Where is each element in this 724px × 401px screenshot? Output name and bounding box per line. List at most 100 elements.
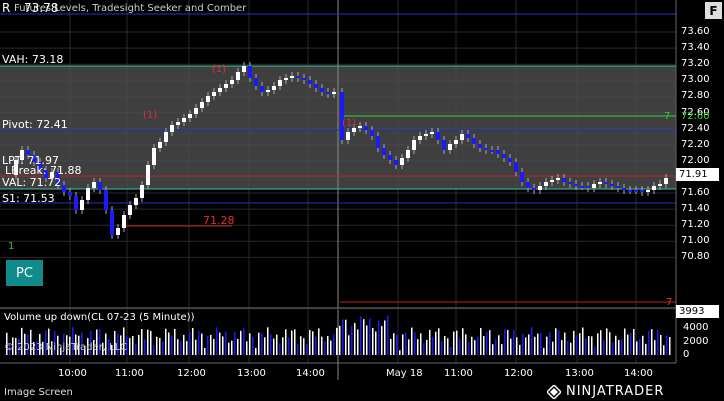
lbreak-label: LBreak: 71.88 (5, 164, 82, 177)
candle-down (562, 178, 566, 182)
volume-bar (60, 347, 62, 355)
time-tick: 10:00 (58, 368, 87, 379)
candle-up (652, 186, 656, 190)
volume-bar (369, 318, 371, 355)
volume-bar (180, 341, 182, 355)
volume-bar (258, 332, 260, 355)
volume-bar (483, 336, 485, 355)
volume-bar (402, 334, 404, 355)
volume-bar (321, 336, 323, 355)
volume-bar (27, 334, 29, 355)
time-tick: 11:00 (444, 368, 473, 379)
volume-bar (165, 328, 167, 355)
candle-down (436, 132, 440, 140)
volume-bar (612, 342, 614, 355)
chart-title-prefix: R (2, 1, 11, 15)
brand-name: NINJATRADER (566, 384, 665, 399)
time-tick: 13:00 (565, 368, 594, 379)
candle-up (188, 114, 192, 118)
candle-down (640, 190, 644, 192)
volume-bar (132, 335, 134, 355)
volume-bar (375, 331, 377, 355)
candle-up (86, 188, 90, 200)
volume-bar (69, 336, 71, 355)
candle-down (74, 196, 78, 210)
volume-bar (117, 333, 119, 355)
candle-down (514, 162, 518, 172)
ninjatrader-logo-icon (547, 385, 561, 399)
volume-bar (507, 330, 509, 355)
volume-bar (51, 341, 53, 355)
price-tick: 73.00 (681, 74, 710, 86)
price-tick: 71.60 (681, 187, 710, 198)
volume-bar (645, 343, 647, 355)
volume-bar (522, 333, 524, 355)
volume-bar (459, 338, 461, 355)
candle-down (314, 84, 318, 88)
volume-bar (162, 341, 164, 355)
volume-bar (666, 335, 668, 355)
volume-bar (138, 334, 140, 355)
volume-bar (309, 329, 311, 355)
pc-button[interactable]: PC (6, 260, 43, 286)
candle-down (610, 184, 614, 186)
volume-bar (63, 334, 65, 355)
price-tick: 70.80 (681, 251, 710, 263)
volume-bar (543, 347, 545, 355)
candle-down (308, 80, 312, 84)
volume-bar (414, 332, 416, 355)
volume-bar (633, 328, 635, 355)
volume-bar (327, 336, 329, 355)
volume-bar (657, 329, 659, 355)
volume-bar (141, 329, 143, 355)
volume-bar (21, 327, 23, 355)
volume-bar (420, 333, 422, 355)
candle-down (254, 78, 258, 86)
volume-bar (498, 335, 500, 355)
volume-bar (456, 330, 458, 355)
candle-down (580, 186, 584, 188)
chart-menu-button[interactable]: F (705, 2, 722, 19)
volume-bar (648, 330, 650, 355)
lpt-label: LPT: 71.97 (2, 154, 59, 167)
volume-bar (333, 334, 335, 355)
volume-bar (18, 338, 20, 355)
candle-down (628, 190, 632, 192)
price-tick: 73.60 (681, 26, 710, 37)
volume-bar (480, 327, 482, 355)
volume-bar (642, 335, 644, 355)
volume-bar (567, 340, 569, 355)
volume-bar (534, 336, 536, 355)
volume-bar (279, 343, 281, 355)
candle-up (230, 80, 234, 84)
volume-bar (111, 344, 113, 355)
volume-bar (105, 333, 107, 355)
volume-bar (552, 341, 554, 355)
volume-bar (78, 335, 80, 355)
volume-bar (246, 341, 248, 355)
candle-up (14, 160, 18, 175)
volume-bar (396, 334, 398, 355)
volume-bar (54, 330, 56, 355)
volume-bar (6, 332, 8, 355)
candle-up (290, 76, 294, 78)
candle-up (20, 150, 24, 160)
volume-bar (267, 327, 269, 355)
volume-bar (222, 336, 224, 355)
volume-bar (558, 330, 560, 355)
candle-up (116, 228, 120, 235)
candle-down (466, 134, 470, 138)
volume-bar (336, 327, 338, 355)
signal-marker: (1) (342, 118, 357, 129)
volume-bar (537, 333, 539, 355)
volume-bar (576, 335, 578, 355)
candle-up (278, 80, 282, 86)
candle-up (92, 182, 96, 188)
volume-bar (186, 341, 188, 355)
signal-marker: 7 (666, 297, 673, 308)
candle-down (490, 150, 494, 152)
volume-bar (219, 332, 221, 355)
volume-bar (564, 332, 566, 355)
candle-down (532, 188, 536, 190)
